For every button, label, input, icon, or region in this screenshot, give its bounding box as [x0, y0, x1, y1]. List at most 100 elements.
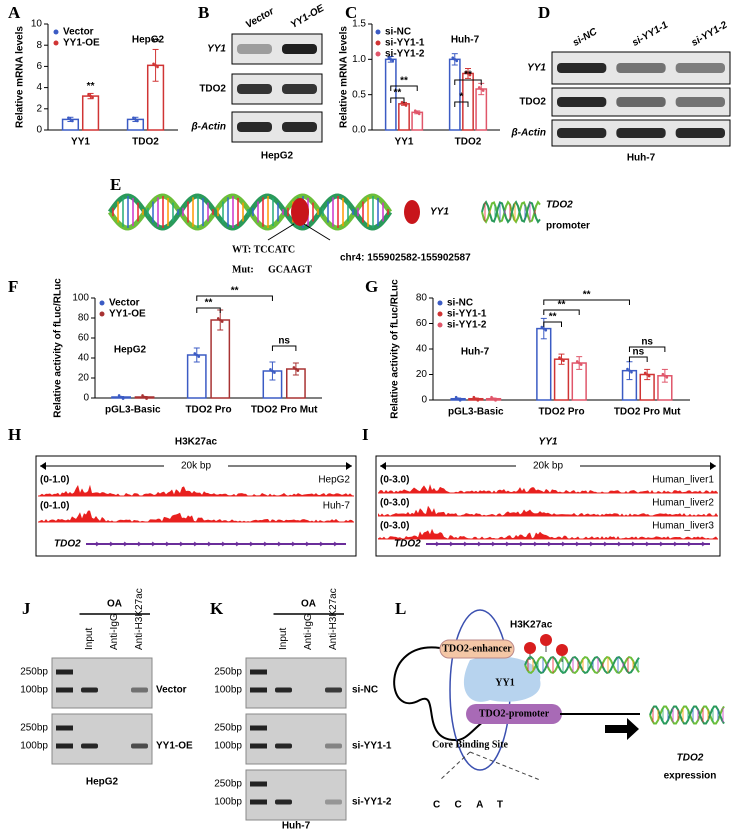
x-tick-label: TDO2 Pro — [538, 407, 584, 418]
lane-label: YY1-OE — [289, 3, 327, 31]
pointer — [303, 223, 331, 241]
data-dot — [156, 65, 159, 69]
row-name: si-YY1-1 — [352, 741, 392, 752]
legend-marker — [99, 311, 105, 317]
cell-label: Huh-7 — [627, 153, 656, 164]
data-dot — [661, 372, 665, 376]
track-name: Human_liver2 — [652, 498, 714, 509]
scale-bg — [516, 458, 580, 474]
bar — [553, 358, 570, 401]
legend-marker — [375, 51, 381, 57]
gene-arrow — [519, 541, 524, 547]
band — [325, 799, 342, 805]
x-tick-label: pGL3-Basic — [105, 405, 161, 416]
data-dot — [663, 374, 667, 378]
dna-strand — [649, 705, 725, 725]
band — [282, 122, 317, 132]
data-dot — [626, 367, 629, 371]
ladder-band — [56, 743, 73, 749]
data-dot — [145, 397, 148, 400]
gene-label: TDO2 — [677, 753, 704, 764]
data-dot — [141, 394, 144, 397]
significance: ** — [231, 286, 239, 297]
lane-label: Input — [84, 628, 95, 650]
gel — [51, 657, 153, 709]
band — [131, 743, 148, 749]
wt-seq: WT: TCCATC — [232, 244, 295, 255]
gene-arrow — [123, 541, 128, 547]
marker-label: 250bp — [214, 779, 242, 790]
arrow — [605, 718, 639, 740]
data-dot — [132, 116, 135, 120]
band — [81, 687, 98, 693]
lane-label: si-NC — [571, 26, 600, 49]
gene-arrow — [449, 541, 454, 547]
marker-label: 100bp — [20, 741, 48, 752]
data-dot — [134, 118, 137, 121]
data-dot — [271, 369, 274, 373]
legend-label: si-NC — [385, 27, 411, 38]
y-tick-label: 1.5 — [352, 19, 366, 30]
significance: ns — [632, 347, 644, 358]
data-dot — [67, 116, 70, 120]
data-dot — [628, 369, 631, 372]
row-name: Vector — [156, 685, 187, 696]
legend-label: Vector — [109, 298, 140, 309]
data-dot — [494, 399, 497, 402]
data-dot — [404, 104, 408, 107]
data-dot — [387, 56, 391, 60]
gene-arrow — [673, 541, 678, 547]
track-range: (0-3.0) — [380, 521, 409, 532]
band — [237, 84, 272, 94]
gene-arrow — [137, 541, 142, 547]
legend-label: si-YY1-2 — [447, 320, 487, 331]
row-name: si-NC — [352, 685, 378, 696]
ladder-band — [250, 799, 267, 805]
gene-arrow — [561, 541, 566, 547]
y-tick-label: 20 — [416, 369, 428, 380]
lane-label: Input — [278, 628, 289, 650]
data-dot — [273, 371, 276, 374]
promoter-label: TDO2-promoter — [479, 708, 550, 719]
ladder-band — [250, 687, 267, 693]
x-tick-label: TDO2 — [132, 137, 159, 148]
data-dot — [197, 355, 201, 358]
annotation: HepG2 — [114, 345, 147, 356]
gene-arrow — [477, 541, 482, 547]
yy1-site — [291, 198, 309, 226]
dna-strand — [524, 655, 640, 675]
gene-label: TDO2 — [394, 539, 421, 550]
bracket — [196, 295, 273, 301]
annotation: Huh-7 — [451, 35, 480, 46]
outcome-label: expression — [664, 771, 717, 782]
band — [675, 128, 725, 138]
data-dot — [468, 73, 472, 77]
cell-label: HepG2 — [86, 777, 119, 788]
data-dot — [558, 356, 561, 359]
significance: ns — [641, 337, 653, 348]
mark-label: H3K27ac — [510, 620, 553, 631]
band — [325, 743, 342, 749]
legend-marker — [375, 40, 381, 46]
legend-label: Vector — [63, 27, 94, 38]
data-dot — [456, 397, 460, 401]
legend-marker — [53, 29, 59, 35]
gene-arrow — [533, 541, 538, 547]
gene-arrow — [659, 541, 664, 547]
bracket — [543, 309, 580, 315]
gene-arrow — [617, 541, 622, 547]
row-label: β-Actin — [190, 122, 226, 133]
marker-label: 100bp — [214, 797, 242, 808]
annotation: Huh-7 — [461, 347, 490, 358]
gene-arrow — [491, 541, 496, 547]
gene-arrow — [631, 541, 636, 547]
y-tick-label: 0 — [421, 395, 427, 406]
data-dot — [117, 394, 121, 397]
data-dot — [540, 325, 544, 329]
x-tick-label: TDO2 Pro — [185, 405, 231, 416]
y-tick-label: 8 — [36, 40, 42, 51]
pointer — [267, 223, 295, 241]
y-tick-label: 40 — [78, 353, 90, 364]
gene-label: TDO2 — [54, 539, 81, 550]
